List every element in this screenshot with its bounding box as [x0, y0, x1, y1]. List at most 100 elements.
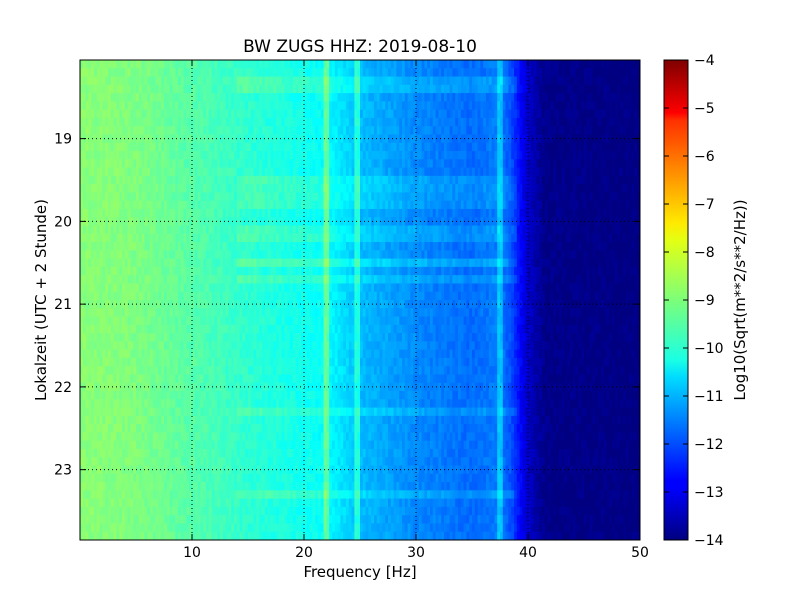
heatmap-cell [290, 93, 294, 102]
heatmap-cell [390, 68, 395, 78]
heatmap-cell [127, 68, 131, 78]
heatmap-cell [306, 93, 311, 102]
heatmap-cell [259, 93, 263, 102]
heatmap-cell [379, 101, 383, 111]
heatmap-cell [113, 101, 117, 111]
heatmap-cell [519, 68, 523, 78]
heatmap-cell [584, 60, 588, 69]
heatmap-cell [413, 101, 417, 111]
heatmap-cell [172, 109, 176, 119]
heatmap-cell [80, 101, 84, 111]
heatmap-cell [262, 84, 266, 94]
heatmap-cell [351, 101, 355, 111]
heatmap-cell [449, 68, 453, 78]
heatmap-cell [606, 93, 610, 102]
heatmap-cell [474, 60, 479, 69]
heatmap-cell [530, 93, 535, 102]
heatmap-cell [460, 109, 465, 119]
heatmap-cell [94, 93, 98, 102]
heatmap-cell [404, 60, 409, 69]
heatmap-cell [116, 76, 120, 86]
heatmap-cell [304, 76, 308, 86]
heatmap-cell [298, 76, 302, 86]
heatmap-cell [220, 101, 224, 111]
heatmap-cell [122, 76, 126, 86]
heatmap-cell [281, 68, 285, 78]
heatmap-cell [144, 76, 148, 86]
heatmap-cell [631, 101, 635, 111]
heatmap-cell [508, 117, 512, 127]
heatmap-cell [455, 68, 459, 78]
heatmap-cell [558, 117, 563, 127]
heatmap-cell [175, 117, 179, 127]
heatmap-cell [469, 117, 473, 127]
heatmap-cell [320, 76, 325, 86]
heatmap-cell [343, 68, 347, 78]
heatmap-cell [250, 109, 255, 119]
heatmap-cell [603, 93, 607, 102]
heatmap-cell [245, 84, 249, 94]
heatmap-cell [208, 101, 213, 111]
heatmap-cell [343, 84, 347, 94]
heatmap-cell [620, 117, 624, 127]
heatmap-cell [466, 101, 470, 111]
heatmap-cell [295, 84, 299, 94]
heatmap-cell [298, 93, 302, 102]
heatmap-cell [480, 101, 484, 111]
heatmap-cell [446, 101, 451, 111]
heatmap-cell [595, 101, 599, 111]
heatmap-cell [348, 76, 353, 86]
heatmap-cell [634, 93, 638, 102]
heatmap-cell [147, 84, 151, 94]
heatmap-cell [206, 117, 210, 127]
heatmap-cell [295, 109, 299, 119]
heatmap-cell [519, 117, 523, 127]
heatmap-cell [376, 68, 381, 78]
heatmap-cell [446, 84, 451, 94]
heatmap-cell [169, 84, 173, 94]
heatmap-cell [337, 76, 341, 86]
heatmap-cell [158, 60, 162, 69]
heatmap-cell [522, 109, 526, 119]
heatmap-cell [91, 76, 95, 86]
heatmap-cell [477, 109, 481, 119]
heatmap-cell [264, 109, 269, 119]
heatmap-cell [220, 93, 224, 102]
heatmap-cell [94, 117, 98, 127]
heatmap-cell [180, 76, 185, 86]
heatmap-cell [368, 93, 372, 102]
heatmap-cell [256, 68, 260, 78]
heatmap-cell [158, 93, 162, 102]
heatmap-cell [446, 60, 451, 69]
heatmap-cell [511, 68, 515, 78]
heatmap-cell [500, 93, 504, 102]
heatmap-cell [82, 84, 87, 94]
heatmap-cell [239, 109, 243, 119]
heatmap-cell [281, 126, 285, 136]
heatmap-cell [628, 101, 633, 111]
heatmap-cell [606, 68, 610, 78]
heatmap-cell [505, 60, 509, 69]
heatmap-cell [228, 76, 232, 86]
heatmap-cell [404, 76, 409, 86]
heatmap-cell [141, 93, 145, 102]
heatmap-cell [393, 101, 397, 111]
heatmap-cell [421, 84, 425, 94]
heatmap-cell [113, 60, 117, 69]
heatmap-cell [505, 101, 509, 111]
heatmap-cell [505, 117, 509, 127]
heatmap-cell [141, 84, 145, 94]
heatmap-cell [522, 84, 526, 94]
heatmap-cell [491, 60, 495, 69]
heatmap-cell [595, 68, 599, 78]
heatmap-cell [152, 93, 157, 102]
heatmap-cell [581, 76, 585, 86]
heatmap-cell [600, 117, 605, 127]
heatmap-cell [432, 117, 437, 127]
heatmap-cell [598, 60, 602, 69]
heatmap-cell [144, 126, 148, 136]
heatmap-cell [166, 76, 171, 86]
heatmap-cell [119, 126, 123, 136]
heatmap-cell [136, 84, 140, 94]
heatmap-cell [110, 76, 115, 86]
